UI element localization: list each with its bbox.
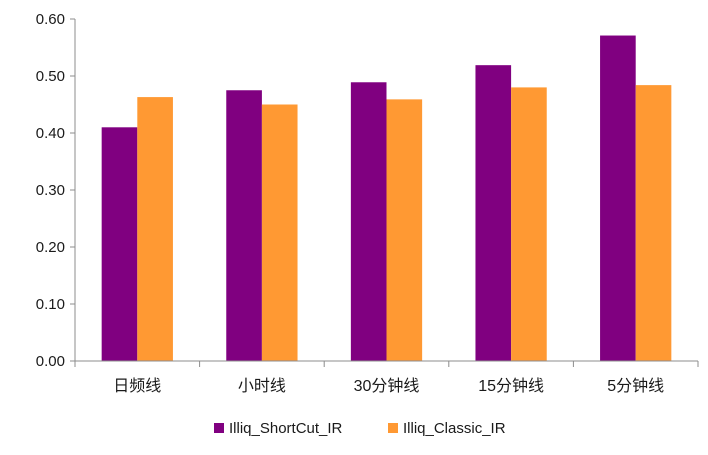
y-tick-label: 0.60: [36, 11, 65, 28]
x-tick-label: 30分钟线: [354, 377, 420, 395]
x-tick-label: 15分钟线: [478, 377, 544, 395]
bar-shortcut: [475, 65, 512, 362]
legend-label: Illiq_ShortCut_IR: [229, 420, 343, 437]
bar-classic: [137, 97, 173, 361]
y-axis: 0.00 0.10 0.20 0.30 0.40 0.50 0.60: [36, 11, 76, 370]
y-tick-label: 0.10: [36, 296, 65, 313]
bar-classic: [635, 85, 672, 362]
legend-swatch: [388, 423, 398, 433]
x-tick-label: 日频线: [113, 377, 161, 395]
bar-shortcut: [101, 127, 138, 361]
y-tick-label: 0.30: [36, 182, 65, 199]
bar-classic: [511, 87, 547, 362]
bar-shortcut: [226, 90, 262, 361]
legend-swatch: [214, 423, 224, 433]
y-tick-label: 0.40: [36, 125, 65, 142]
y-tick-label: 0.00: [36, 353, 65, 370]
legend-label: Illiq_Classic_IR: [403, 420, 506, 437]
y-tick-label: 0.20: [36, 239, 65, 256]
bar-classic: [386, 99, 423, 362]
y-tick-label: 0.50: [36, 68, 65, 85]
x-axis: 日频线 小时线 30分钟线 15分钟线 5分钟线: [74, 360, 699, 395]
x-tick-label: 5分钟线: [607, 377, 664, 395]
legend: Illiq_ShortCut_IR Illiq_Classic_IR: [214, 420, 506, 437]
x-tick-label: 小时线: [238, 377, 286, 395]
bars: [101, 35, 672, 362]
bar-shortcut: [600, 35, 636, 361]
bar-classic: [261, 104, 298, 361]
bar-shortcut: [350, 82, 387, 362]
